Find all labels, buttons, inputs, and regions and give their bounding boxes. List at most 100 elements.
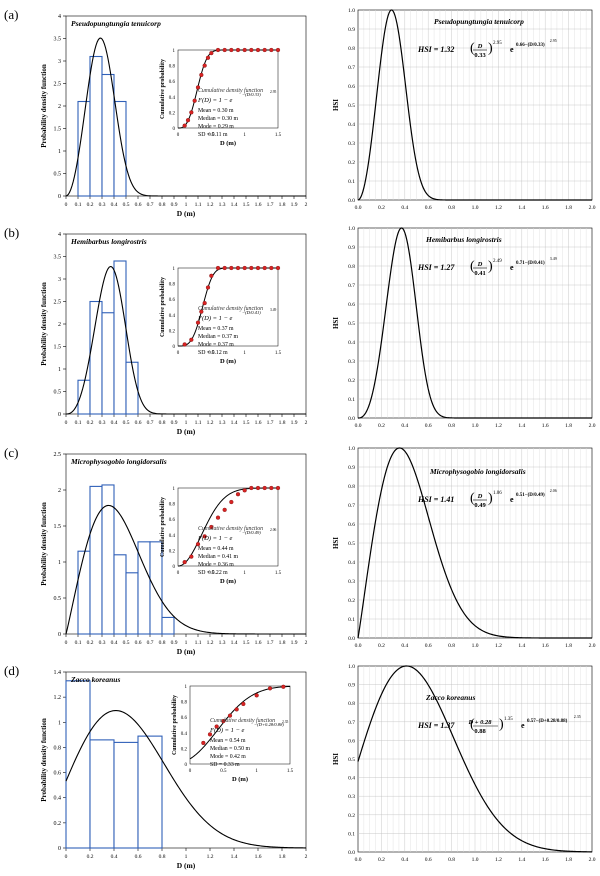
cdf-data-point: [202, 63, 207, 68]
y-tick-label: 1.5: [54, 127, 62, 133]
y-tick-label: 0.5: [348, 757, 355, 763]
pdf-histogram: 0 0.5 1 1.5 2 2.5 3 3.5 4 0 0.1 0.2 0.3 0.4 0.5 0.6 0.7 0…: [40, 232, 308, 436]
y-tick-label: 0.9: [348, 465, 355, 471]
cdf-data-point: [189, 337, 194, 342]
y-tick-label: 0.4: [348, 122, 355, 128]
histogram-bar: [113, 554, 127, 635]
y-tick-label: 0.5: [54, 172, 62, 178]
x-axis-label: D (m): [177, 647, 196, 656]
x-tick-label: 0.6: [425, 643, 432, 649]
cdf-data-point: [235, 492, 241, 497]
x-tick-label: 0.0: [355, 423, 362, 429]
cdf-equation-exponent: −(D/0.41): [242, 310, 261, 315]
x-tick-label: 0.6: [425, 857, 432, 863]
inset-y-tick-label: 0.6: [169, 80, 176, 85]
inset-y-tick-label: 0: [173, 127, 176, 132]
cdf-data-point: [205, 285, 211, 290]
x-tick-label: 1.3: [219, 420, 226, 426]
histogram-bar: [113, 260, 127, 415]
y-tick-label: 0.2: [54, 821, 62, 827]
hsi-equation-exponent-power: 3.49: [550, 256, 557, 261]
histogram-bar: [89, 485, 103, 635]
panel-label: (b): [4, 225, 19, 240]
cdf-data-point: [255, 265, 261, 271]
histogram-bar: [89, 739, 115, 849]
x-tick-label: 1.6: [255, 202, 262, 208]
cdf-equation: F(D) = 1 − e −(D/0.41) 3.49: [197, 308, 276, 322]
cdf-equation-power: 2.06: [270, 528, 276, 532]
x-tick-label: 0.2: [87, 420, 94, 426]
hsi-equation-power: 1.35: [504, 717, 513, 722]
inset-y-tick-label: 0.2: [181, 747, 188, 752]
cdf-equation-exponent: −(D+0.28/0.88): [254, 722, 284, 727]
hsi-equation-den: 0.49: [474, 502, 486, 509]
x-tick-label: 2.0: [589, 643, 596, 649]
histogram-bar: [161, 616, 175, 635]
inset-x-tick-label: 0: [177, 133, 180, 138]
cdf-data-point: [229, 499, 234, 505]
hsi-equation-power: 2.49: [493, 259, 502, 264]
inset-x-tick-label: 0: [177, 351, 180, 356]
x-tick-label: 0: [65, 854, 68, 860]
y-tick-label: 0.9: [348, 245, 355, 251]
y-tick-label: 0.5: [348, 103, 355, 109]
cdf-data-point: [182, 559, 187, 565]
x-tick-label: 2.0: [589, 423, 596, 429]
cdf-data-point: [189, 554, 194, 559]
cdf-data-point: [195, 85, 201, 90]
y-axis-label: HSI: [332, 317, 340, 329]
hsi-curve: [357, 227, 592, 419]
y-tick-label: 0.2: [348, 378, 355, 384]
paren: ): [499, 717, 504, 732]
hsi-equation-num: D: [477, 493, 483, 500]
y-tick-label: 2: [58, 488, 61, 494]
y-tick-label: 2.5: [54, 82, 62, 88]
cdf-data-point: [195, 542, 201, 547]
y-tick-label: 0.6: [348, 84, 355, 90]
y-axis-label: HSI: [332, 99, 340, 111]
inset-y-tick-label: 0.8: [169, 283, 176, 288]
inset-y-axis-label: Cumulative probability: [160, 497, 166, 557]
inset-y-tick-label: 1: [173, 487, 176, 492]
inset-x-tick-label: 1.5: [275, 133, 282, 138]
y-tick-label: 3: [58, 59, 61, 65]
x-tick-label: 0.2: [87, 640, 94, 646]
y-tick-label: 0.1: [348, 831, 355, 837]
y-tick-label: 1: [58, 367, 61, 373]
x-tick-label: 1.4: [518, 643, 525, 649]
cdf-data-point: [202, 534, 207, 539]
x-axis-label: D (m): [177, 861, 196, 870]
pdf-fit-curve: [65, 37, 306, 197]
y-axis-label: Probability density function: [40, 282, 48, 366]
hsi-equation-lhs: HSI = 1.32: [417, 45, 454, 54]
x-tick-label: 1.5: [243, 640, 250, 646]
y-tick-label: 0.5: [348, 541, 355, 547]
hsi-equation-exponent: 0.57−(D+0.28/0.88): [527, 719, 568, 724]
y-tick-label: 0.5: [348, 321, 355, 327]
x-tick-label: 1.0: [472, 205, 479, 211]
hsi-species-title: Zacco koreanus: [425, 693, 475, 702]
hsi-equation-power: 2.95: [493, 41, 502, 46]
inset-frame: [177, 49, 279, 129]
x-tick-label: 0.9: [171, 202, 178, 208]
hsi-equation-num: D + 0.28: [467, 719, 492, 726]
x-tick-label: 0.8: [159, 420, 166, 426]
x-tick-label: 0.6: [135, 420, 142, 426]
x-tick-label: 0.2: [378, 857, 385, 863]
cdf-fit-curve: [177, 487, 278, 567]
hsi-equation: HSI = 1.41 (D 0.49) 1.06 e 0.51−(D/0.49) 2.06: [417, 488, 557, 509]
x-tick-label: 1.7: [267, 640, 274, 646]
cdf-data-point: [262, 47, 267, 53]
x-tick-label: 0.9: [171, 640, 178, 646]
cdf-data-point: [269, 485, 274, 491]
pdf-fit-curve: [65, 504, 306, 635]
cdf-data-point: [199, 72, 204, 78]
x-tick-label: 0.7: [147, 420, 154, 426]
cdf-stat: Median = 0.30 m: [198, 116, 238, 122]
cdf-stat: Median = 0.41 m: [198, 554, 238, 560]
cdf-data-point: [242, 47, 247, 53]
cdf-data-point: [249, 265, 254, 271]
inset-y-tick-label: 0.2: [169, 329, 176, 334]
histogram-bar: [101, 312, 115, 415]
pdf-fit-curve: [65, 710, 307, 849]
